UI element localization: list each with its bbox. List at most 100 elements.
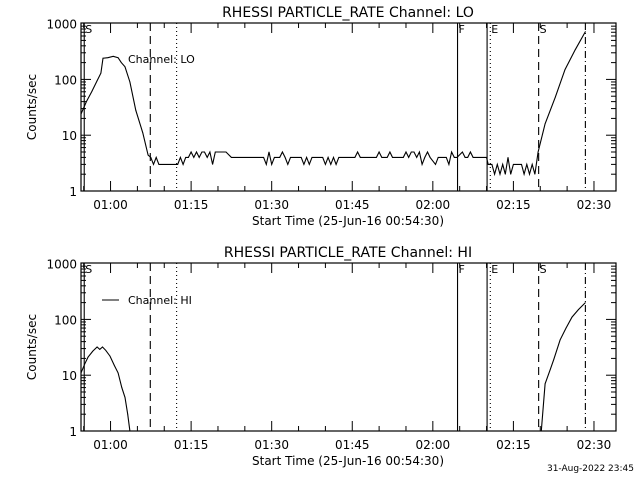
data-point (419, 151, 420, 153)
data-point (185, 157, 187, 158)
data-point (171, 163, 173, 165)
data-point (448, 163, 450, 165)
data-point (220, 151, 222, 153)
data-point (349, 157, 350, 158)
data-point (416, 157, 418, 158)
series-line-hi (80, 302, 586, 432)
data-point (121, 387, 123, 388)
data-point (85, 101, 87, 103)
data-point (496, 163, 498, 165)
data-point (182, 163, 184, 165)
data-point (389, 151, 391, 153)
marker-label: S (85, 263, 92, 276)
data-point (359, 157, 361, 158)
y-tick-label: 100 (54, 313, 77, 327)
data-point (212, 163, 214, 165)
data-point (113, 364, 115, 366)
data-point (135, 109, 137, 111)
data-point (127, 413, 129, 415)
data-point (510, 173, 512, 175)
data-point (429, 157, 431, 158)
x-tick-label: 01:30 (254, 438, 289, 452)
y-tick-label: 1000 (46, 18, 77, 32)
y-tick-label: 10 (62, 129, 77, 143)
data-point (190, 151, 192, 153)
data-point (544, 123, 546, 125)
y-tick-label: 100 (54, 73, 77, 87)
data-point (378, 151, 380, 153)
data-point (265, 163, 267, 165)
data-point (129, 81, 131, 83)
data-point (584, 31, 586, 32)
plot-frame (80, 22, 617, 192)
data-point (327, 157, 329, 158)
data-point (129, 430, 131, 432)
data-point (236, 157, 238, 158)
x-tick-label: 01:00 (93, 438, 128, 452)
data-point (282, 151, 283, 153)
data-point (124, 397, 126, 398)
marker-label: E (491, 23, 498, 36)
marker-label: S (540, 263, 547, 276)
data-point (370, 157, 372, 158)
data-point (565, 327, 567, 329)
data-point (117, 372, 119, 374)
data-point (124, 66, 126, 68)
panel-lo: RHESSI PARTICLE_RATE Channel: LO Counts/… (25, 5, 617, 228)
y-tick-label: 1 (69, 185, 77, 199)
data-point (225, 151, 227, 153)
x-tick-label: 01:30 (254, 198, 289, 212)
data-point (271, 163, 273, 165)
data-point (365, 157, 367, 158)
data-point (504, 173, 506, 175)
legend-label-hi: Channel: HI (128, 294, 192, 307)
data-point (486, 157, 487, 158)
data-point (263, 157, 265, 158)
data-point (413, 151, 415, 153)
data-point (521, 163, 522, 165)
data-point (499, 173, 501, 175)
y-tick-label: 1 (69, 425, 77, 439)
data-point (268, 151, 270, 153)
data-point (166, 163, 168, 165)
data-point (161, 163, 162, 165)
data-point (198, 157, 200, 158)
data-point (188, 157, 189, 158)
data-point (91, 91, 93, 93)
y-axis-label-lo: Counts/sec (25, 74, 39, 140)
x-tick-label: 02:30 (577, 198, 612, 212)
data-point (523, 173, 525, 175)
data-point (427, 151, 428, 153)
series-line-lo (80, 31, 586, 177)
data-point (494, 173, 496, 175)
data-point (515, 163, 517, 165)
data-point (445, 157, 447, 158)
data-point (209, 151, 211, 153)
data-point (96, 346, 98, 348)
data-point (112, 55, 114, 57)
data-point (109, 355, 111, 357)
data-point (335, 163, 337, 165)
marker-label: E (491, 263, 498, 276)
data-point (381, 157, 383, 158)
x-tick-label: 02:00 (416, 438, 451, 452)
plot-frame (80, 262, 617, 432)
data-point (142, 132, 144, 134)
timestamp: 31-Aug-2022 23:45 (546, 464, 634, 474)
marker-label: S (85, 23, 92, 36)
marker-label: F (459, 23, 465, 36)
data-point (470, 151, 471, 153)
data-point (102, 57, 104, 59)
x-tick-label: 02:15 (496, 198, 531, 212)
data-point (553, 359, 555, 361)
x-tick-label: 02:15 (496, 438, 531, 452)
data-point (338, 157, 340, 158)
data-point (257, 157, 259, 158)
data-point (529, 173, 530, 175)
data-point (451, 151, 453, 153)
chart-title-lo: RHESSI PARTICLE_RATE Channel: LO (222, 5, 474, 21)
data-point (537, 151, 539, 153)
data-point (507, 157, 509, 158)
